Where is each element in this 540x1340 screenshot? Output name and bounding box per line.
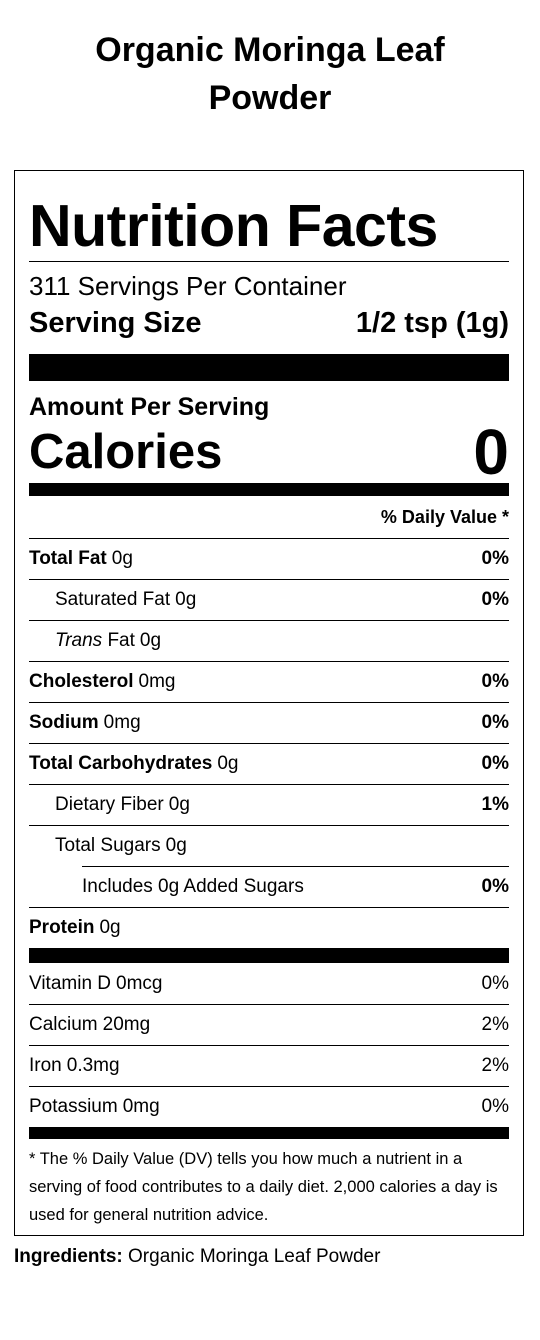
nutrient-name: Trans Fat 0g (55, 630, 161, 652)
thick-bar (29, 1127, 509, 1139)
nutrient-name-text: Saturated Fat (55, 589, 171, 610)
nutrient-name-text: Fat (107, 630, 135, 651)
thick-bar (29, 354, 509, 381)
ingredients-label: Ingredients: (14, 1246, 123, 1267)
nutrient-dv: 0% (481, 753, 509, 774)
nutrient-amount: 0g (168, 794, 190, 815)
nutrient-row: Total Sugars 0g (29, 825, 509, 866)
nutrient-amount: 0mg (103, 712, 141, 733)
nutrient-amount: 0g (165, 835, 187, 856)
nutrient-name: Cholesterol 0mg (29, 671, 176, 693)
daily-value-header: % Daily Value * (380, 507, 509, 527)
nutrient-name-text: Cholesterol (29, 671, 134, 692)
thick-bar (29, 483, 509, 496)
nutrition-label: Nutrition Facts 311 Servings Per Contain… (14, 170, 524, 1236)
thick-bar (29, 948, 509, 963)
nutrient-name: Protein 0g (29, 917, 121, 939)
nutrient-amount: 0.3mg (66, 1055, 120, 1076)
nutrient-amount: 0g (99, 917, 121, 938)
nutrient-amount: 0mg (138, 671, 176, 692)
nutrient-row: Calcium 20mg 2% (29, 1004, 509, 1045)
nutrient-row: Sodium 0mg 0% (29, 702, 509, 743)
nutrient-name-text: Dietary Fiber (55, 794, 164, 815)
nutrient-name-text: Calcium (29, 1014, 98, 1035)
nutrient-name: Saturated Fat 0g (55, 589, 196, 611)
nutrient-row: Vitamin D 0mcg 0% (29, 963, 509, 1004)
nutrient-name-text: Total Fat (29, 548, 107, 569)
nutrient-name-text: Total Carbohydrates (29, 753, 213, 774)
nutrient-amount: 0g (175, 589, 197, 610)
nutrient-name-text: Protein (29, 917, 95, 938)
nutrient-row: Potassium 0mg 0% (29, 1086, 509, 1127)
nutrient-row: Saturated Fat 0g 0% (29, 579, 509, 620)
nutrient-name: Total Carbohydrates 0g (29, 753, 239, 775)
serving-size-label: Serving Size (29, 307, 202, 339)
nutrient-name: Potassium 0mg (29, 1096, 160, 1118)
vitamin-list: Vitamin D 0mcg 0% Calcium 20mg 2% Iron 0.3mg 2% P… (29, 963, 509, 1127)
nutrient-name: Includes 0g Added Sugars (82, 876, 304, 898)
nutrient-row: Includes 0g Added Sugars 0% (82, 866, 509, 907)
nutrient-amount: 0mg (122, 1096, 160, 1117)
nutrient-name-italic: Trans (55, 630, 103, 651)
nutrient-name: Calcium 20mg (29, 1014, 150, 1036)
nutrient-name: Vitamin D 0mcg (29, 973, 162, 995)
nutrient-list: Total Fat 0g 0% Saturated Fat 0g 0% Trans Fat 0… (29, 538, 509, 948)
nutrient-row: Iron 0.3mg 2% (29, 1045, 509, 1086)
serving-size-value: 1/2 tsp (1g) (355, 307, 509, 339)
nutrient-name-text: Iron (29, 1055, 62, 1076)
nutrient-name: Total Fat 0g (29, 548, 133, 570)
nutrient-dv: 2% (481, 1055, 509, 1076)
nutrient-dv: 2% (481, 1014, 509, 1035)
product-title: Organic Moringa Leaf Powder (95, 31, 445, 117)
calories-value: 0 (473, 416, 509, 488)
ingredients: Ingredients: Organic Moringa Leaf Powder (14, 1242, 380, 1272)
amount-per-serving: Amount Per Serving (29, 393, 270, 421)
nutrient-name: Total Sugars 0g (55, 835, 187, 857)
nutrient-name: Iron 0.3mg (29, 1055, 120, 1077)
nutrient-dv: 0% (481, 972, 509, 994)
nutrient-amount: 0mcg (116, 972, 163, 994)
nutrient-name: Sodium 0mg (29, 712, 141, 734)
nutrient-name-text: Sodium (29, 712, 99, 733)
nutrient-name: Dietary Fiber 0g (55, 794, 190, 816)
nutrient-dv: 1% (481, 794, 509, 815)
nutrient-name-text: Potassium (29, 1096, 118, 1117)
nutrient-dv: 0% (481, 1096, 509, 1117)
nutrient-name-text: Total Sugars (55, 835, 161, 856)
ingredients-text: Organic Moringa Leaf Powder (128, 1246, 381, 1267)
servings: 311 Servings Per Container (29, 271, 347, 301)
serving-size: Serving Size 1/2 tsp (1g) (29, 304, 509, 342)
nutrient-dv: 0% (481, 548, 509, 569)
nutrient-row: Cholesterol 0mg 0% (29, 661, 509, 702)
footnote: * The % Daily Value (DV) tells you how m… (29, 1150, 498, 1224)
label-heading: Nutrition Facts (29, 193, 438, 259)
nutrient-row: Protein 0g (29, 907, 509, 948)
nutrient-name-text: Vitamin D (29, 972, 112, 994)
nutrient-row: Total Carbohydrates 0g 0% (29, 743, 509, 784)
nutrient-amount: 0g (139, 630, 162, 651)
nutrient-dv: 0% (481, 589, 509, 610)
nutrient-name-text: Includes 0g Added Sugars (82, 876, 304, 897)
nutrient-row: Dietary Fiber 0g 1% (29, 784, 509, 825)
divider (29, 261, 509, 262)
nutrient-row: Total Fat 0g 0% (29, 538, 509, 579)
calories-row: Calories 0 (29, 416, 509, 488)
nutrient-dv: 0% (481, 671, 509, 692)
nutrient-dv: 0% (481, 712, 509, 733)
nutrient-row: Trans Fat 0g (29, 620, 509, 661)
nutrient-amount: 20mg (102, 1014, 151, 1035)
calories-label: Calories (29, 425, 223, 479)
nutrient-amount: 0g (217, 753, 239, 774)
nutrient-dv: 0% (481, 876, 509, 897)
nutrient-amount: 0g (111, 548, 133, 569)
